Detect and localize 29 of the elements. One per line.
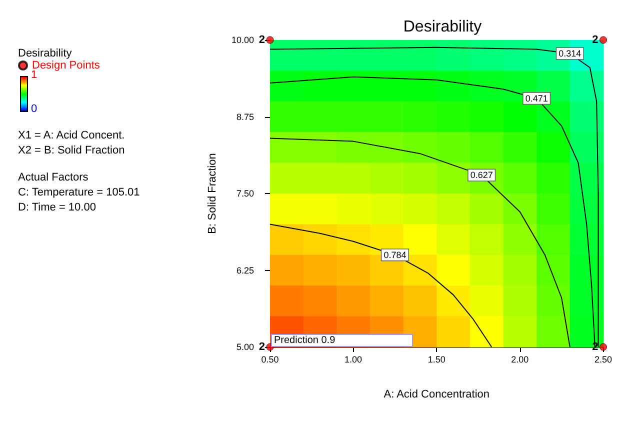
- x-axis-title: A: Acid Concentration: [384, 388, 490, 400]
- x-tick-label: 2.00: [511, 354, 529, 364]
- annotation: 0.471: [525, 93, 548, 104]
- y-tick-label: 6.25: [236, 265, 254, 276]
- annotation: 2: [258, 341, 265, 353]
- y-tick-label: 10.00: [231, 35, 254, 45]
- text: X2 = B: Solid Fraction: [18, 144, 125, 156]
- annotation: 0.314: [558, 48, 582, 59]
- color-bar-label: 1: [31, 69, 38, 81]
- annotation: 2: [258, 34, 265, 46]
- text: Actual Factors: [18, 172, 89, 184]
- x-tick-label: 1.50: [428, 354, 446, 364]
- prediction-box: Prediction 0.9: [271, 334, 413, 347]
- x-tick-label: 2.50: [594, 354, 612, 364]
- x-tick-label: 1.00: [344, 354, 362, 364]
- x-tick-label: 0.50: [261, 354, 279, 364]
- legend-label: Design Points: [32, 60, 100, 72]
- y-tick-label: 5.00: [236, 342, 254, 352]
- color-bar-label: 0: [31, 103, 38, 115]
- y-tick-label: 8.75: [236, 112, 254, 122]
- y-axis-title: B: Solid Fraction: [206, 153, 218, 234]
- annotation: 0.784: [384, 250, 406, 260]
- color-bar-title: Desirability: [18, 48, 72, 60]
- text: X1 = A: Acid Concent.: [18, 130, 125, 142]
- y-tick-label: 7.50: [236, 188, 254, 198]
- chart-title: Desirability: [403, 18, 482, 36]
- annotation: 0.627: [470, 170, 493, 180]
- text: C: Temperature = 105.01: [18, 186, 140, 198]
- text: D: Time = 10.00: [18, 202, 96, 214]
